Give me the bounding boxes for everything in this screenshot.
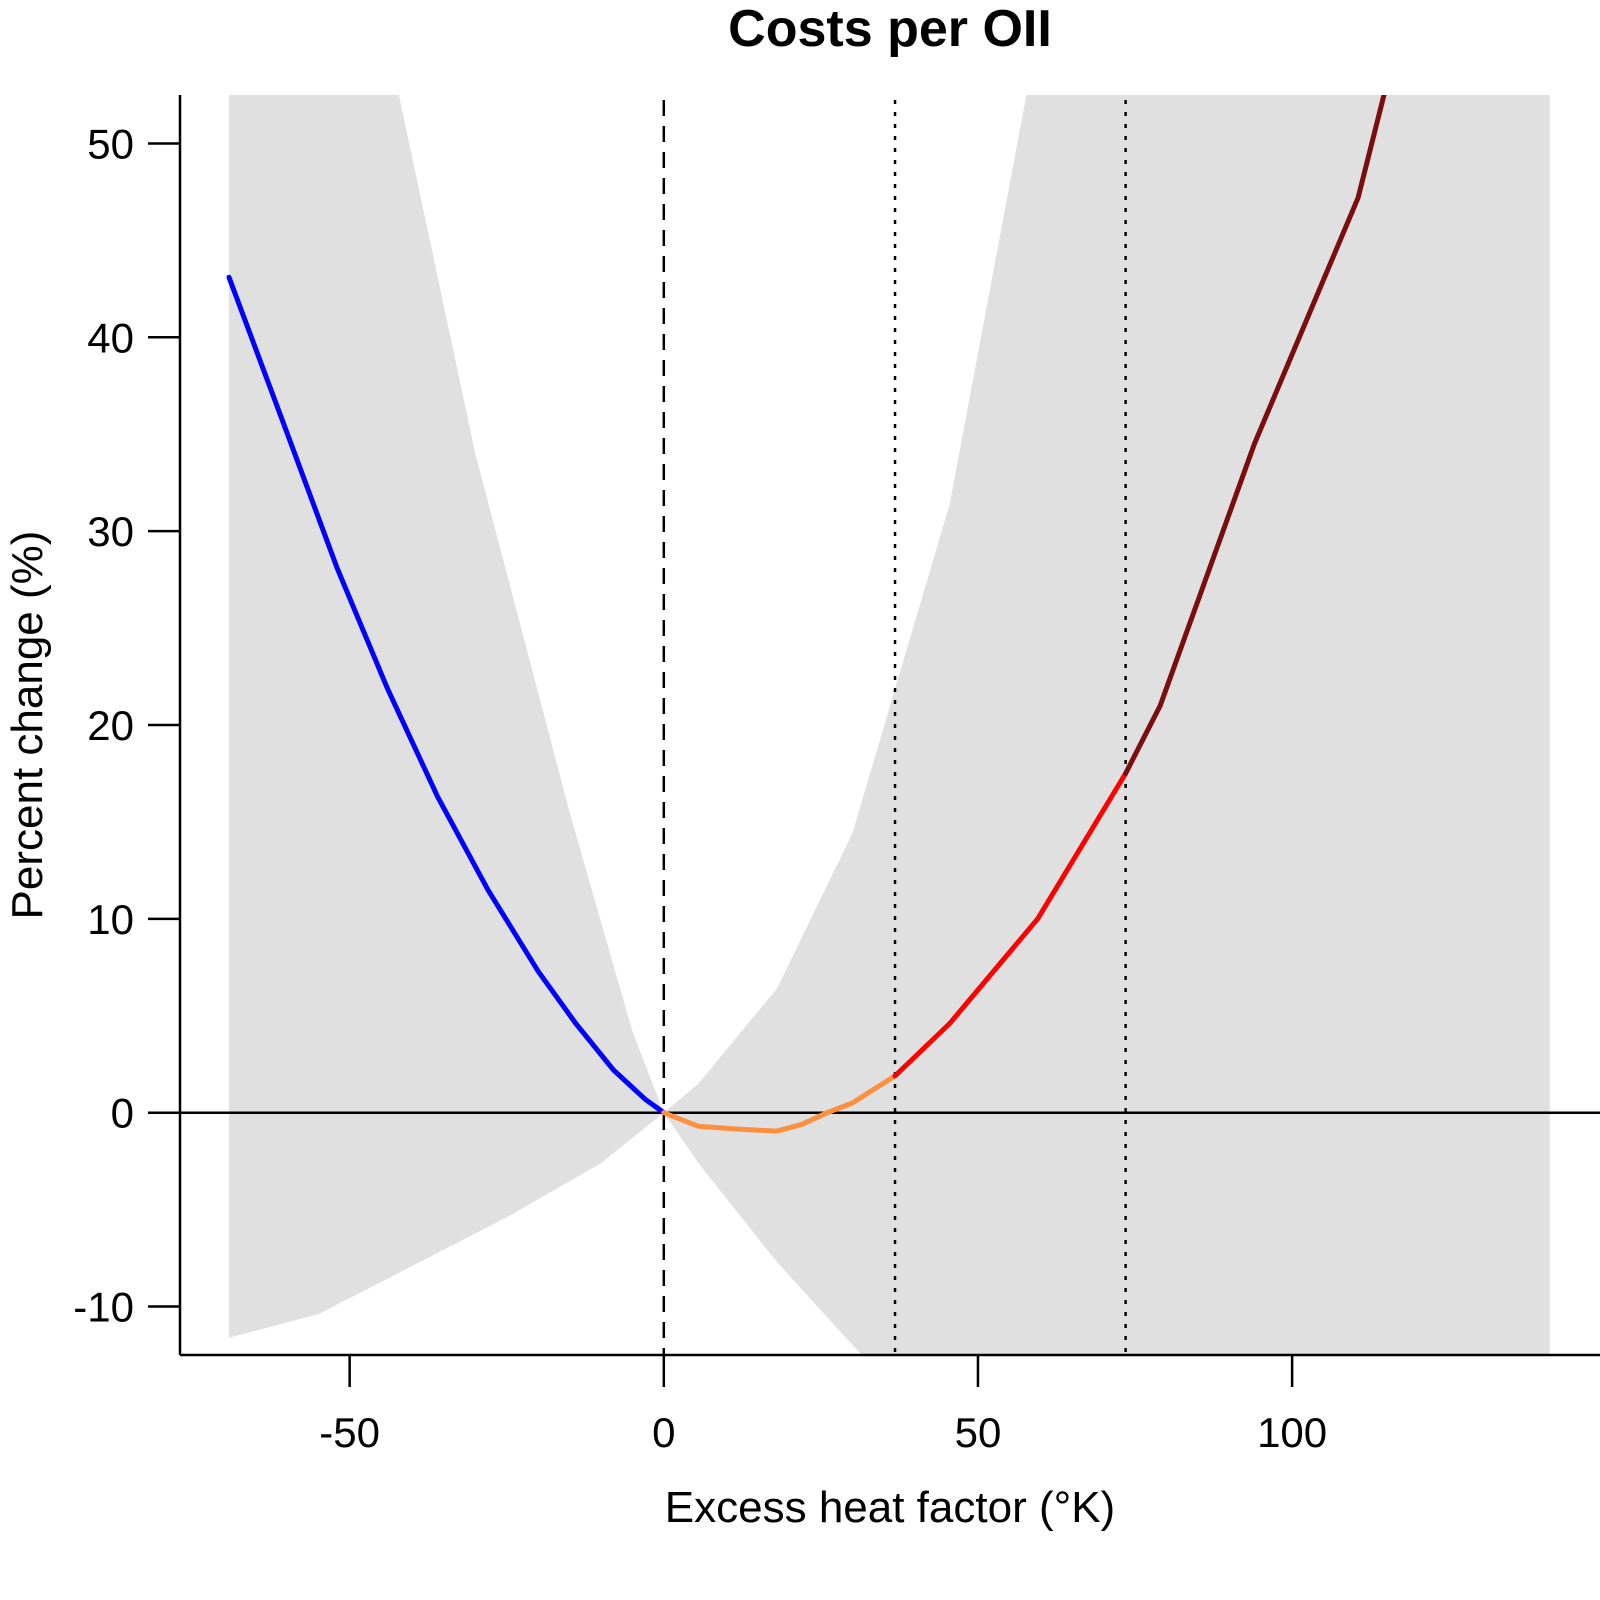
y-axis-label: Percent change (%) [3, 531, 52, 920]
y-tick-label: 0 [111, 1090, 134, 1137]
series-line-2 [661, 1073, 898, 1134]
series-lines [226, 95, 1387, 1134]
x-axis-label: Excess heat factor (°K) [665, 1483, 1115, 1532]
y-axis-ticks: -10 0 10 20 30 40 50 [73, 120, 180, 1331]
x-tick-label: 50 [955, 1409, 1002, 1456]
y-tick-label: 40 [87, 314, 134, 361]
x-tick-label: 0 [652, 1409, 675, 1456]
y-tick-label: 10 [87, 896, 134, 943]
plot-area [180, 95, 1600, 1355]
y-tick-label: 20 [87, 702, 134, 749]
confidence-band [229, 95, 1550, 1355]
series-line-3 [892, 771, 1129, 1079]
x-tick-label: 100 [1257, 1409, 1327, 1456]
x-axis-ticks: -50 0 50 100 [319, 1355, 1327, 1456]
y-tick-label: 50 [87, 120, 134, 167]
series-line-4 [1123, 95, 1387, 776]
axes: -50 0 50 100 -10 0 10 20 30 40 50 [73, 95, 1600, 1456]
y-tick-label: 30 [87, 508, 134, 555]
chart-title: Costs per OII [728, 0, 1052, 58]
reference-lines [180, 100, 1600, 1355]
series-line-1 [226, 274, 667, 1116]
x-tick-label: -50 [319, 1409, 380, 1456]
y-tick-label: -10 [73, 1284, 134, 1331]
